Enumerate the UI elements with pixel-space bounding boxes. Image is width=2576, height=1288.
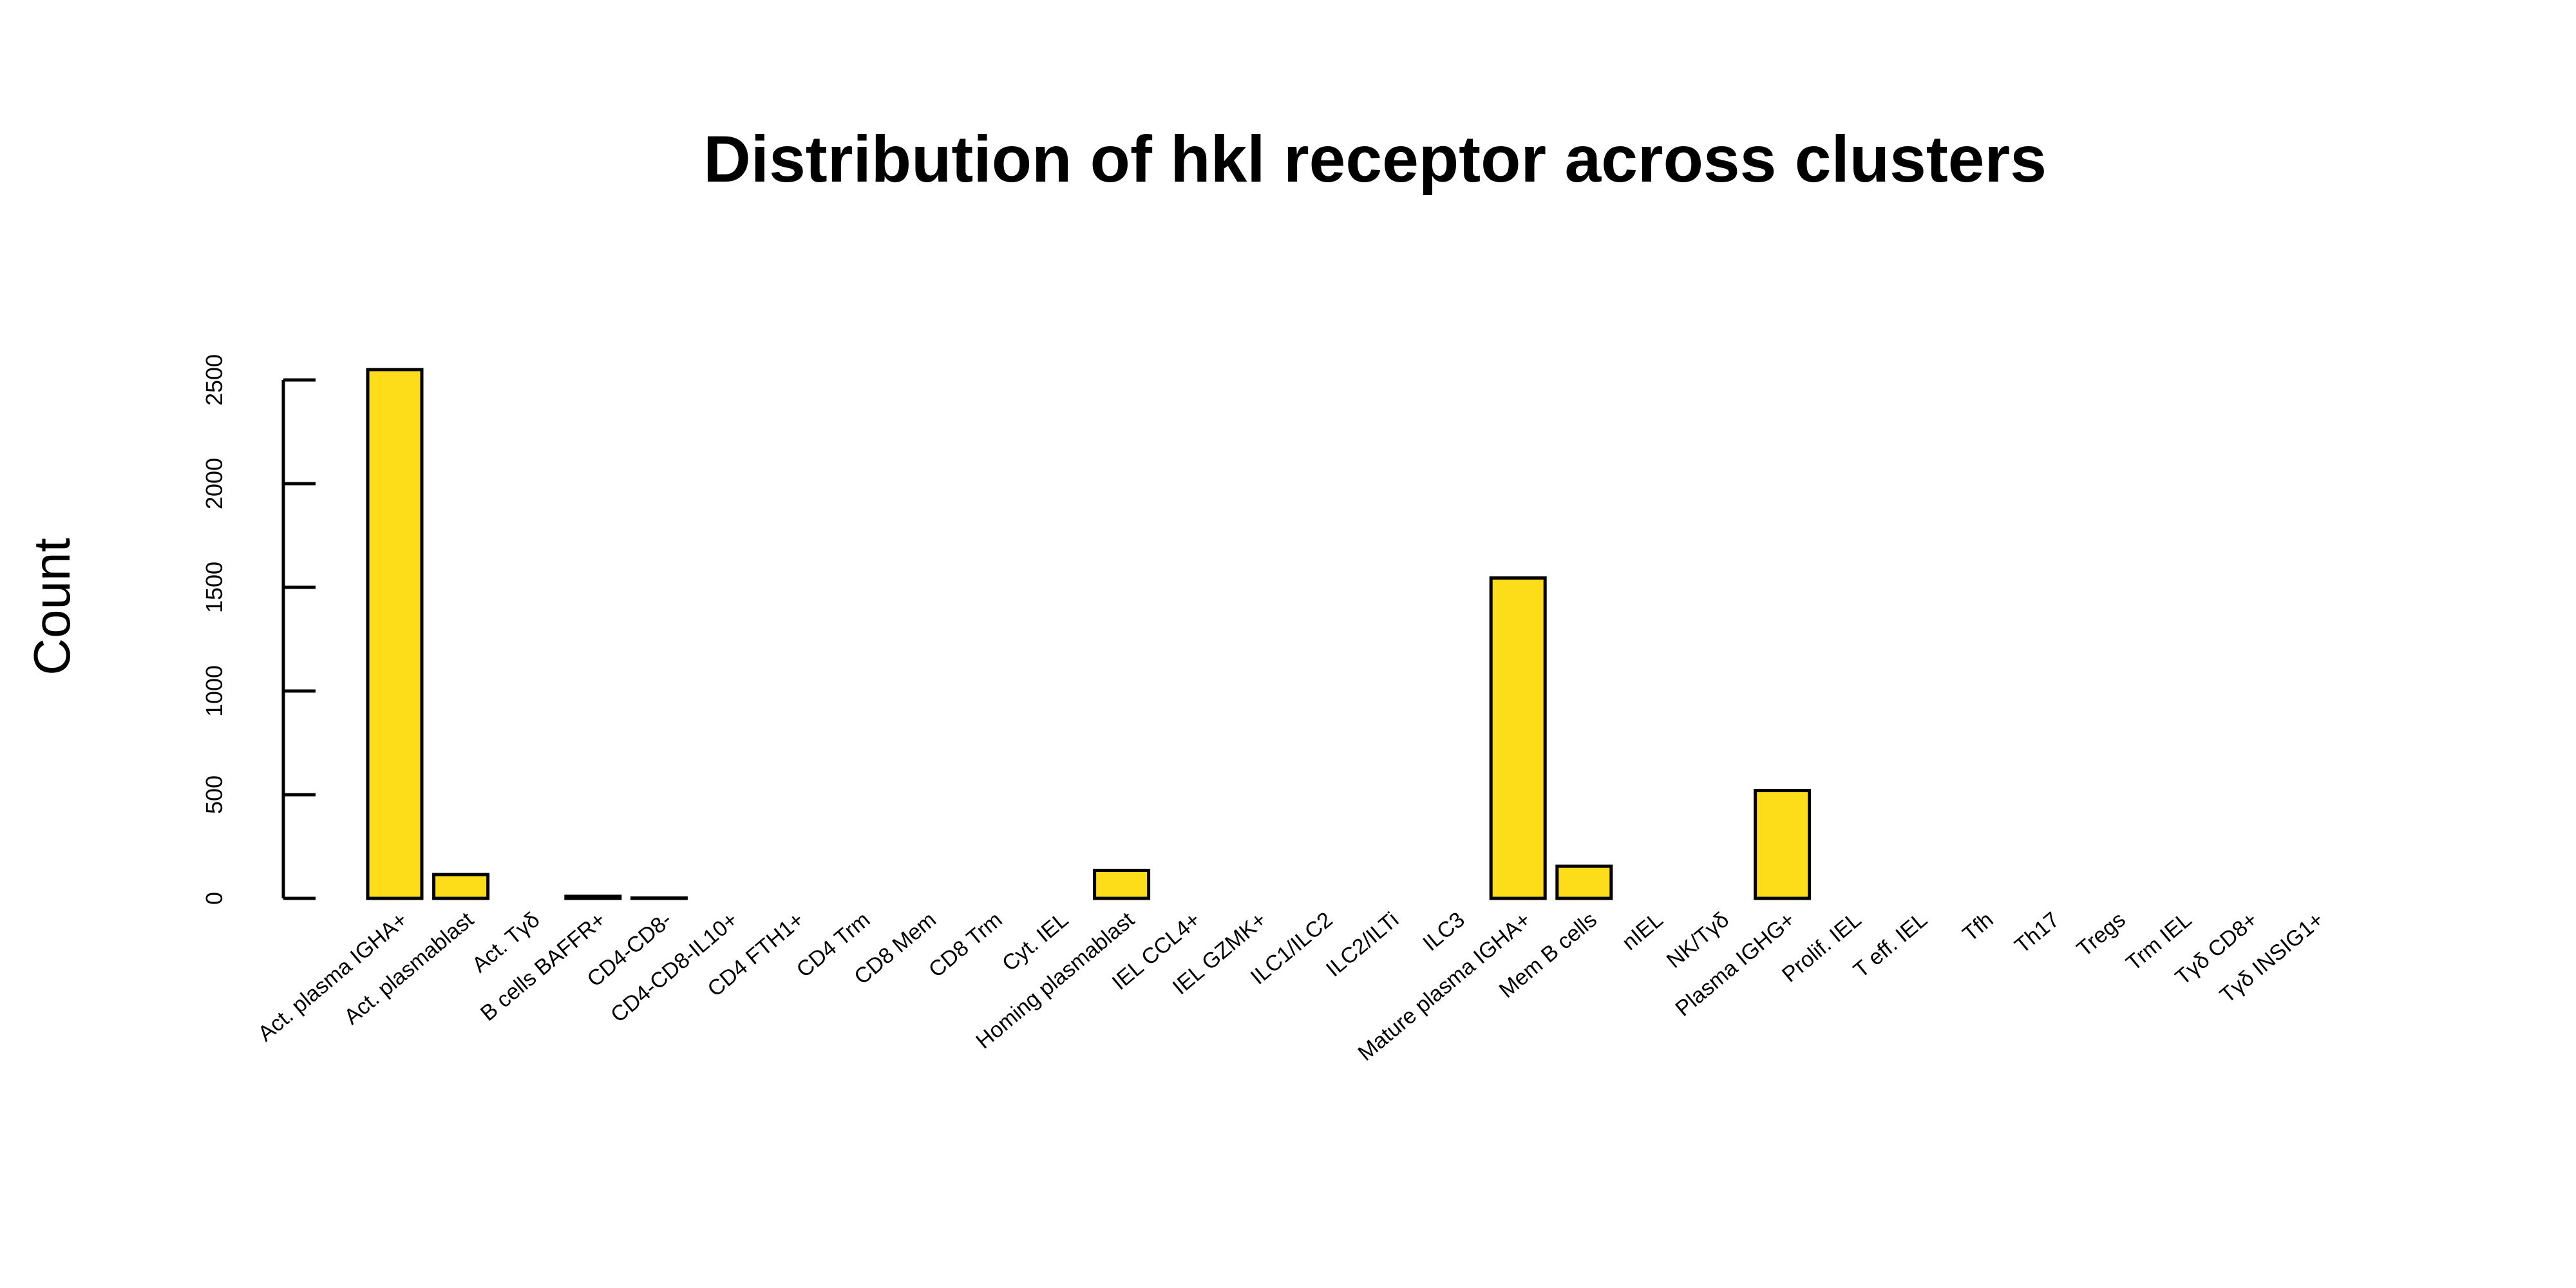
bar-4 bbox=[564, 895, 622, 900]
x-tick-label: Th17 bbox=[2010, 907, 2064, 958]
bar-18 bbox=[1489, 576, 1547, 900]
x-tick-label: Plasma IGHG+ bbox=[1671, 907, 1799, 1021]
y-tick-label: 2500 bbox=[201, 354, 227, 406]
bar-2 bbox=[432, 873, 490, 900]
bar-22 bbox=[1754, 789, 1812, 900]
bars bbox=[366, 368, 1812, 900]
x-tick-label: nIEL bbox=[1618, 907, 1668, 955]
bar-1 bbox=[366, 368, 424, 900]
bar-12 bbox=[1093, 869, 1151, 900]
x-tick-label: Tfh bbox=[1958, 907, 1998, 947]
y-axis: 0 500 1000 1500 2000 2500 bbox=[201, 354, 316, 905]
y-tick-label: 1500 bbox=[201, 562, 227, 613]
x-tick-label: Tregs bbox=[2072, 907, 2130, 961]
y-axis-label: Count bbox=[23, 538, 80, 675]
x-tick-label: T eff. IEL bbox=[1849, 907, 1932, 983]
bar-19 bbox=[1555, 864, 1613, 900]
x-tick-label: CD8 Trm bbox=[924, 907, 1007, 983]
x-tick-label: ILC2/ILTi bbox=[1321, 907, 1403, 981]
y-tick-label: 1000 bbox=[201, 665, 227, 717]
y-tick-label: 500 bbox=[201, 775, 227, 814]
x-tick-label: ILC3 bbox=[1418, 907, 1469, 956]
y-tick-label: 2000 bbox=[201, 458, 227, 509]
y-tick-label: 0 bbox=[201, 892, 227, 905]
chart-title: Distribution of hkl receptor across clus… bbox=[703, 122, 2047, 196]
